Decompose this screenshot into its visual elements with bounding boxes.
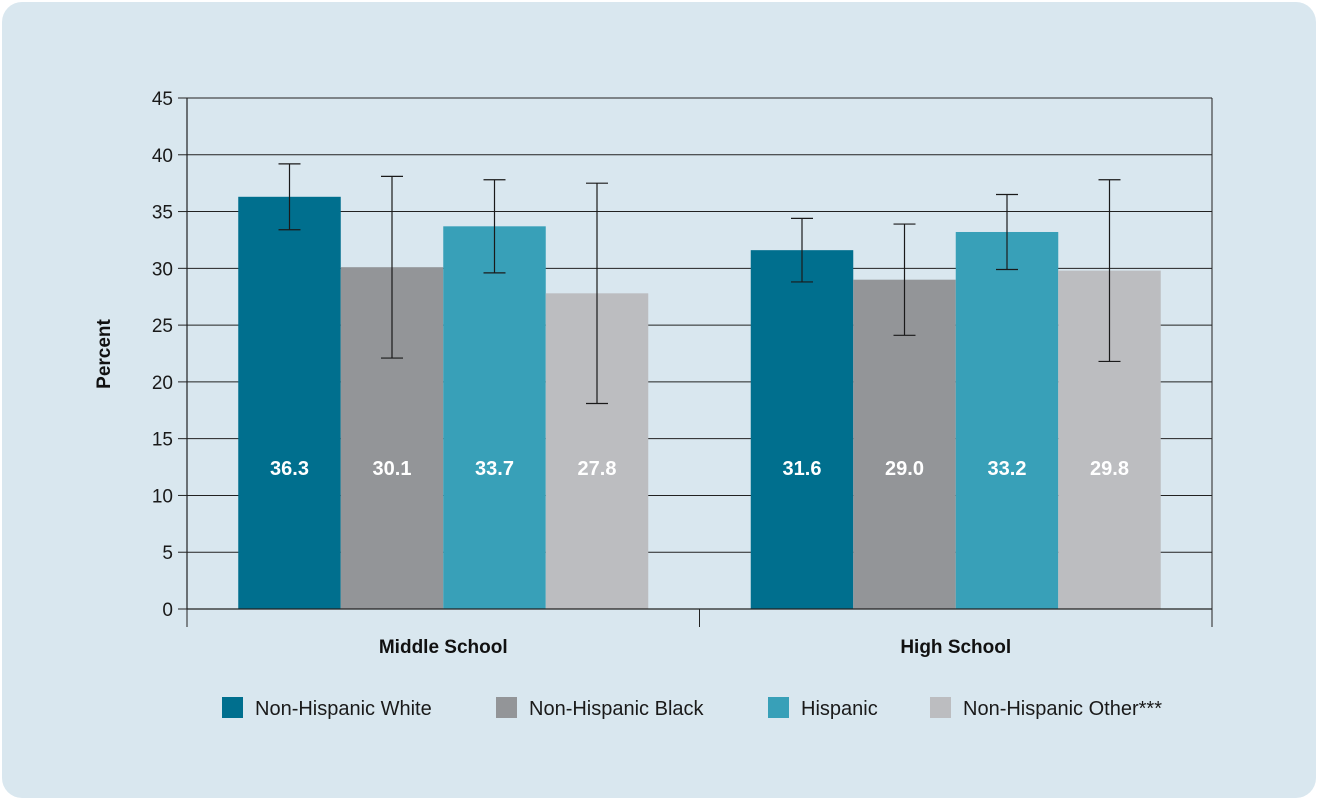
- legend-swatch: [930, 697, 951, 718]
- legend-swatch: [768, 697, 789, 718]
- legend-label: Non-Hispanic White: [255, 698, 432, 720]
- legend-label: Hispanic: [801, 698, 878, 720]
- y-tick-label: 40: [152, 146, 173, 167]
- data-label: 33.7: [475, 458, 514, 480]
- bar: [750, 250, 854, 610]
- y-axis-title: Percent: [94, 318, 115, 388]
- data-labels: 36.3 30.1 33.7 27.8 31.6 29.0 33.2 29.8: [270, 458, 1129, 480]
- data-label: 27.8: [578, 458, 617, 480]
- bar: [443, 226, 546, 609]
- data-label: 29.0: [885, 458, 924, 480]
- y-tick-label: 20: [152, 373, 173, 394]
- data-label: 33.2: [988, 458, 1027, 480]
- legend-swatch: [496, 697, 517, 718]
- y-tick-label: 35: [152, 203, 173, 224]
- x-category-label: High School: [900, 637, 1011, 658]
- data-label: 31.6: [783, 458, 822, 480]
- y-tick-label: 30: [152, 259, 173, 280]
- y-tick-label: 45: [152, 89, 173, 110]
- bar: [955, 231, 1059, 610]
- error-bars: [278, 163, 1121, 405]
- x-category-label: Middle School: [379, 637, 508, 658]
- data-label: 36.3: [270, 458, 309, 480]
- data-label: 29.8: [1090, 458, 1129, 480]
- bars: [238, 196, 1161, 610]
- y-tick-label: 10: [152, 486, 173, 507]
- bar: [238, 196, 341, 609]
- legend-label: Non-Hispanic Black: [529, 698, 705, 720]
- data-label: 30.1: [373, 458, 412, 480]
- y-tick-label: 15: [152, 430, 173, 451]
- y-tick-label: 0: [162, 600, 173, 621]
- y-tick-label: 25: [152, 316, 173, 337]
- axes: 0 5 10 15 20 25 30 35 40 45 Middle School High Scho…: [152, 89, 1213, 658]
- y-tick-label: 5: [162, 543, 173, 564]
- legend: Non-Hispanic White Non-Hispanic Black Hisp…: [222, 697, 1162, 720]
- legend-label: Non-Hispanic Other***: [963, 698, 1162, 720]
- legend-swatch: [222, 697, 243, 718]
